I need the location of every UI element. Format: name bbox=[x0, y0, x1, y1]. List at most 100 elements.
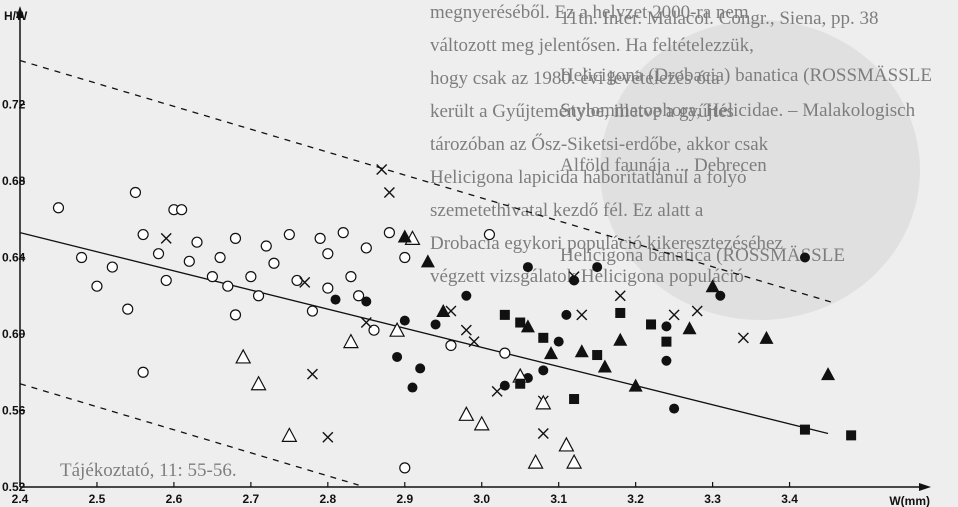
filled-triangle-point bbox=[705, 279, 720, 293]
open-circle-point bbox=[353, 290, 365, 302]
lower-bound-line bbox=[19, 383, 359, 486]
filled-triangle-point bbox=[544, 346, 558, 360]
filled-circle-point bbox=[522, 262, 533, 273]
background-text-line: Tájékoztató, 11: 55-56. bbox=[60, 460, 237, 481]
x-tick-label: 2.8 bbox=[319, 492, 336, 506]
filled-circle-point bbox=[669, 403, 680, 414]
open-circle-point bbox=[337, 227, 349, 239]
background-text-line: megnyeréséből. Ez a helyzet 2000-ra nem bbox=[430, 2, 749, 23]
filled-circle-point bbox=[592, 262, 603, 273]
y-tick-label: 0.68 bbox=[2, 174, 26, 188]
filled-triangle-point bbox=[436, 304, 451, 318]
filled-triangle-point bbox=[613, 332, 628, 346]
filled-triangle-point bbox=[759, 330, 774, 344]
filled-circle-point bbox=[538, 365, 549, 376]
cross-point bbox=[383, 186, 395, 198]
x-tick-label: 3.0 bbox=[473, 492, 490, 506]
x-tick-label: 3.1 bbox=[550, 492, 567, 506]
background-text-line: Stylommatophora, Helicidae. – Malakologi… bbox=[560, 100, 916, 121]
cross-point bbox=[306, 368, 318, 380]
filled-square-point bbox=[592, 350, 603, 361]
open-circle-point bbox=[229, 309, 242, 321]
open-triangle-point bbox=[527, 453, 544, 469]
open-circle-point bbox=[268, 257, 280, 269]
y-tick-label: 0.52 bbox=[2, 480, 26, 494]
cross-point bbox=[491, 385, 503, 397]
cross-point bbox=[737, 332, 749, 344]
open-circle-point bbox=[360, 242, 372, 254]
open-circle-point bbox=[445, 339, 457, 352]
y-tick-label: 0.60 bbox=[2, 327, 26, 341]
filled-circle-point bbox=[569, 275, 580, 286]
cross-point bbox=[668, 309, 680, 321]
open-circle-point bbox=[260, 240, 272, 252]
cross-point bbox=[376, 164, 388, 176]
x-tick-label: 3.3 bbox=[704, 492, 721, 506]
filled-triangle-point bbox=[520, 319, 535, 333]
filled-square-point bbox=[569, 394, 580, 405]
open-triangle-point bbox=[281, 427, 298, 442]
filled-circle-point bbox=[415, 363, 426, 374]
filled-square-point bbox=[661, 336, 672, 347]
x-axis-title: W(mm) bbox=[889, 494, 930, 507]
background-blob bbox=[600, 20, 920, 320]
background-text-line: Helicigona (Drobacia) banatica (ROSSMÄSS… bbox=[560, 65, 932, 86]
y-tick-label: 0.64 bbox=[2, 251, 26, 265]
open-circle-point bbox=[229, 232, 242, 244]
cross-point bbox=[691, 305, 703, 317]
cross-point bbox=[360, 317, 372, 329]
cross-point bbox=[468, 336, 480, 348]
open-circle-point bbox=[176, 204, 188, 216]
open-circle-point bbox=[345, 271, 357, 283]
filled-triangle-point bbox=[682, 321, 697, 335]
background-text-line: Alföld faunája ... Debrecen bbox=[560, 155, 767, 176]
y-axis-title: H/W bbox=[4, 9, 28, 23]
cross-point bbox=[322, 431, 334, 443]
open-circle-point bbox=[122, 303, 134, 315]
filled-square-point bbox=[799, 424, 810, 435]
filled-circle-point bbox=[499, 380, 510, 391]
filled-triangle-point bbox=[821, 367, 836, 381]
open-circle-point bbox=[222, 280, 234, 292]
open-circle-point bbox=[499, 347, 511, 359]
filled-circle-point bbox=[330, 294, 341, 305]
open-circle-point bbox=[152, 248, 165, 260]
open-circle-point bbox=[291, 274, 303, 287]
cross-point bbox=[160, 232, 172, 244]
filled-circle-point bbox=[799, 252, 810, 263]
filled-triangle-point bbox=[597, 359, 612, 373]
filled-circle-point bbox=[661, 321, 672, 332]
filled-triangle-point bbox=[420, 254, 435, 268]
open-circle-point bbox=[322, 282, 334, 294]
open-triangle-point bbox=[566, 453, 583, 469]
x-tick-label: 2.6 bbox=[166, 492, 183, 506]
filled-circle-point bbox=[407, 382, 418, 393]
open-triangle-point bbox=[535, 394, 552, 410]
filled-circle-point bbox=[461, 290, 472, 301]
open-circle-point bbox=[183, 255, 195, 267]
open-circle-point bbox=[245, 271, 257, 283]
open-triangle-point bbox=[235, 348, 252, 364]
x-tick-label: 2.9 bbox=[396, 492, 413, 506]
x-axis-arrow-icon bbox=[919, 483, 931, 491]
filled-circle-point bbox=[430, 319, 441, 330]
open-triangle-point bbox=[458, 406, 475, 421]
x-tick-label: 2.5 bbox=[89, 492, 106, 506]
filled-circle-point bbox=[361, 296, 372, 307]
open-circle-point bbox=[399, 251, 411, 264]
cross-point bbox=[614, 290, 626, 302]
y-tick-label: 0.56 bbox=[2, 404, 26, 418]
x-tick-label: 2.7 bbox=[243, 492, 260, 506]
open-circle-point bbox=[137, 228, 149, 241]
background-text-line: szemetethivatal kezdő fél. Ez alatt a bbox=[430, 200, 704, 221]
upper-bound-line bbox=[19, 59, 836, 305]
cross-point bbox=[568, 271, 580, 283]
open-circle-point bbox=[191, 236, 203, 248]
open-circle-point bbox=[483, 228, 496, 241]
x-tick-label: 3.4 bbox=[781, 492, 798, 506]
open-triangle-point bbox=[558, 436, 575, 452]
open-circle-point bbox=[306, 305, 319, 317]
open-circle-point bbox=[314, 232, 326, 244]
open-circle-point bbox=[383, 227, 395, 239]
